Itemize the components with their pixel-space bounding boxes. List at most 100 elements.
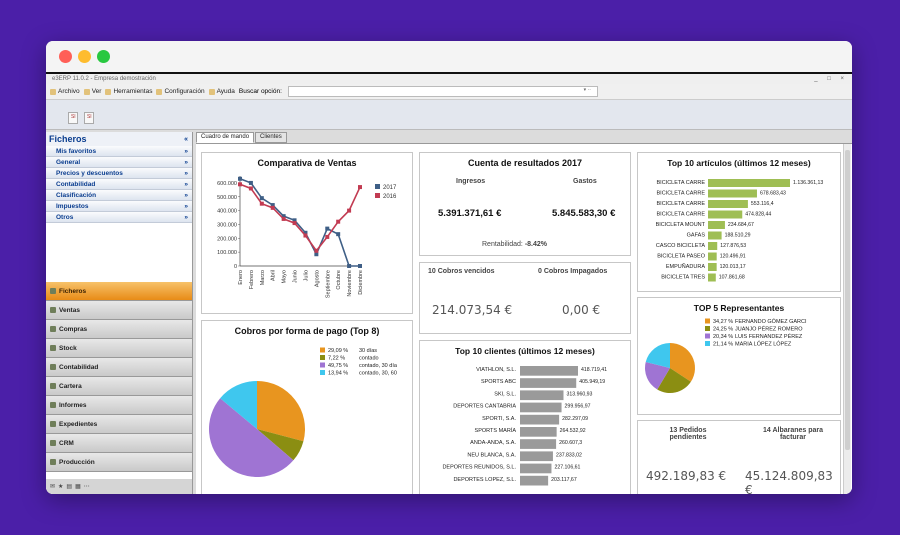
cartera-icon <box>50 383 56 389</box>
pie-slice <box>208 398 294 478</box>
pie-slice <box>645 343 670 368</box>
nav-item-ficheros[interactable]: Ficheros <box>46 282 192 301</box>
data-point <box>292 218 297 223</box>
vertical-scrollbar[interactable] <box>843 144 851 494</box>
nav-item-informes[interactable]: Informes <box>46 396 192 415</box>
calendar-icon[interactable]: ▦ <box>75 484 81 490</box>
data-point <box>336 232 341 237</box>
collapse-icon[interactable]: « <box>184 135 188 143</box>
data-point <box>358 264 362 268</box>
value-label: 188.510,29 <box>725 233 751 239</box>
ventas-icon <box>50 307 56 313</box>
bar <box>520 463 552 474</box>
star-icon[interactable]: ★ <box>58 484 64 490</box>
contabilidad-icon <box>50 364 56 370</box>
nav-item-expedientes[interactable]: Expedientes <box>46 415 192 434</box>
expand-icon[interactable]: » <box>184 202 188 210</box>
category-label: EMPUÑADURA <box>666 263 705 270</box>
more-icon[interactable]: ⋯ <box>83 484 90 490</box>
expand-icon[interactable]: » <box>184 180 188 188</box>
close-dot[interactable] <box>59 50 72 63</box>
nav-item-label: Stock <box>59 344 77 352</box>
sidebar-section-general[interactable]: General » <box>46 157 192 168</box>
legend-label: contado, 30 día <box>359 363 398 369</box>
data-point <box>238 182 242 187</box>
pedidos-label-1: 13 Pedidos <box>669 427 707 434</box>
nav-item-compras[interactable]: Compras <box>46 320 192 339</box>
mail-icon[interactable]: ✉ <box>50 484 56 490</box>
sidebar-section-label: Mis favoritos <box>56 147 97 155</box>
formapago-title: Cobros por forma de pago (Top 8) <box>234 326 380 336</box>
nav-item-produccion[interactable]: Producción <box>46 453 192 472</box>
legend-swatch <box>705 318 710 324</box>
nav-item-crm[interactable]: CRM <box>46 434 192 453</box>
legend-label: contado <box>359 356 379 362</box>
x-tick-label: Agosto <box>314 270 320 287</box>
nav-item-ventas[interactable]: Ventas <box>46 301 192 320</box>
tab-cuadro-de-mando[interactable]: Cuadro de mando <box>196 132 255 143</box>
nav-item-label: Compras <box>59 325 88 333</box>
nav-item-cartera[interactable]: Cartera <box>46 377 192 396</box>
menu-configuracion[interactable]: Configuración <box>156 88 205 95</box>
sidebar-section-otros[interactable]: Otros » <box>46 212 192 223</box>
articulos-panel: Top 10 artículos (últimos 12 meses) BICI… <box>637 152 841 292</box>
gastos-value: 5.845.583,30 € <box>552 208 616 219</box>
menu-archivo[interactable]: Archivo <box>50 88 80 95</box>
x-tick-label: Febrero <box>249 270 255 289</box>
expand-icon[interactable]: » <box>184 147 188 155</box>
bar <box>708 273 716 282</box>
sidebar-section-label: General <box>56 158 81 166</box>
expand-icon[interactable]: » <box>184 169 188 177</box>
menu-ver[interactable]: Ver <box>83 88 101 95</box>
legend-pct: 21,14 % <box>713 342 733 348</box>
bar <box>520 390 564 401</box>
clientes-title: Top 10 clientes (últimos 12 meses) <box>455 346 595 356</box>
data-point <box>248 180 253 185</box>
y-tick-label: 300.000 <box>217 222 237 228</box>
nav-item-stock[interactable]: Stock <box>46 339 192 358</box>
legend-swatch <box>705 326 710 331</box>
sidebar-section-clasificacion[interactable]: Clasificación » <box>46 190 192 201</box>
bar <box>520 439 557 449</box>
chevron-down-icon[interactable]: ▾ ·· <box>583 87 591 93</box>
category-label: ANDA-ANDA, S.A. <box>470 440 516 446</box>
sidebar-section-contabilidad[interactable]: Contabilidad » <box>46 179 192 190</box>
expand-icon[interactable]: » <box>184 191 188 199</box>
toolbar-button-1[interactable]: Sl <box>68 112 79 124</box>
x-tick-label: Enero <box>238 270 244 285</box>
sidebar-section-mis-favoritos[interactable]: Mis favoritos » <box>46 146 192 157</box>
sidebar-section-impuestos[interactable]: Impuestos » <box>46 201 192 212</box>
expand-icon[interactable]: » <box>184 213 188 221</box>
erp-app: e3ERP 11.0.2 - Empresa demostración _ □ … <box>46 72 852 494</box>
data-point <box>259 201 264 206</box>
value-label: 227.106,61 <box>554 465 580 471</box>
sidebar-section-label: Impuestos <box>56 202 89 210</box>
sidebar-title: Ficheros <box>49 134 87 144</box>
y-tick-label: 600.000 <box>217 181 237 187</box>
menu-herramientas[interactable]: Herramientas <box>105 88 152 95</box>
search-input[interactable]: ▾ ·· <box>287 86 598 97</box>
legend-swatch <box>705 333 710 339</box>
sidebar-section-precios-y-descuentos[interactable]: Precios y descuentos » <box>46 168 192 179</box>
settings-icon <box>156 88 163 95</box>
tab-clientes[interactable]: Clientes <box>255 132 287 143</box>
expand-icon[interactable]: » <box>184 158 188 166</box>
window-controls[interactable]: _ □ × <box>814 76 848 82</box>
print-icon[interactable]: ▤ <box>66 484 73 490</box>
nav-item-contabilidad[interactable]: Contabilidad <box>46 358 192 377</box>
legend-pct: 34,27 % <box>713 319 733 325</box>
minimize-dot[interactable] <box>78 50 91 63</box>
maximize-dot[interactable] <box>97 50 110 63</box>
value-label: 299.956,97 <box>565 404 591 410</box>
albaranes-label-1: 14 Albaranes para <box>762 427 824 434</box>
expedientes-icon <box>50 421 56 427</box>
toolbar-button-2[interactable]: Sl <box>84 112 95 124</box>
category-label: CASCO BICICLETA <box>656 243 705 249</box>
bar <box>520 414 560 425</box>
menu-ayuda[interactable]: Ayuda <box>208 88 235 95</box>
folder-icon <box>50 88 56 95</box>
scrollbar-thumb[interactable] <box>845 150 850 450</box>
nav-item-label: Contabilidad <box>59 363 99 371</box>
category-label: NEU BLANCA, S.A. <box>467 452 516 458</box>
value-label: 107.861,68 <box>719 275 745 281</box>
